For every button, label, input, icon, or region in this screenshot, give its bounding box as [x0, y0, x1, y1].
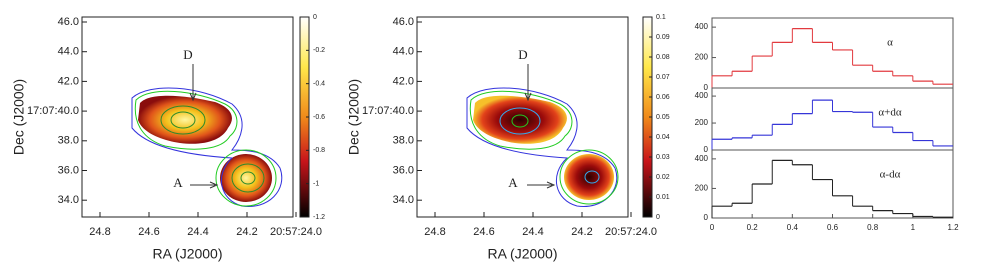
x-tick-label: 20:57:24.0 [605, 226, 657, 238]
map-emission [131, 64, 283, 207]
colorbar-tick-label: 0.08 [656, 54, 670, 61]
y-tick-label: 38.0 [393, 135, 414, 147]
y-tick-label: 0 [704, 145, 709, 154]
colorbar-tick-label: 0 [313, 14, 317, 21]
colorbar-tick-label: 0.03 [656, 154, 670, 161]
x-tick-label: 0.2 [747, 223, 759, 232]
colorbar-tick-label: -0.8 [313, 147, 325, 154]
x-tick-label: 24.2 [571, 226, 592, 238]
colorbar-tick-label: 0.02 [656, 174, 670, 181]
colorbar-tick-label: 0.01 [656, 194, 670, 201]
y-tick-label: 17:07:40.0 [362, 105, 414, 117]
colorbar-tick-label: 0 [656, 214, 660, 221]
annotation: A [508, 175, 518, 190]
colorbar-tick-label: 0.05 [656, 114, 670, 121]
y-tick-label: 42.0 [58, 75, 79, 87]
y-tick-label: 42.0 [393, 75, 414, 87]
y-tick-label: 200 [695, 118, 709, 127]
x-axis-label: RA (J2000) [152, 246, 222, 262]
colorbar-tick-label: -1 [313, 181, 319, 188]
x-tick-label: 24.4 [522, 226, 543, 238]
map-frame [416, 16, 629, 218]
y-tick-label: 34.0 [393, 194, 414, 206]
map-emission [466, 64, 619, 207]
x-tick-label: 0.6 [827, 223, 839, 232]
x-tick-label: 24.6 [138, 226, 159, 238]
x-tick-label: 24.8 [89, 226, 110, 238]
y-tick-label: 400 [695, 154, 709, 163]
x-tick-label: 0.8 [867, 223, 879, 232]
y-tick-label: 400 [695, 91, 709, 100]
x-tick-label: 20:57:24.0 [270, 226, 322, 238]
y-tick-label: 17:07:40.0 [27, 105, 79, 117]
y-tick-label: 44.0 [58, 46, 79, 58]
annotation: D [183, 47, 192, 62]
x-tick-label: 24.6 [473, 226, 494, 238]
x-tick-label: 0.4 [787, 223, 799, 232]
colorbar-tick-label: 0.09 [656, 34, 670, 41]
annotation: D [518, 47, 527, 62]
y-tick-label: 200 [695, 184, 709, 193]
colorbar-tick-label: -1.2 [313, 214, 325, 221]
colorbar-tick-label: -0.2 [313, 47, 325, 54]
colorbar-tick-label: -0.4 [313, 81, 325, 88]
x-tick-label: 1.2 [947, 223, 959, 232]
colorbar-tick-label: 0.07 [656, 74, 670, 81]
x-tick-label: 1 [911, 223, 916, 232]
y-tick-label: 38.0 [58, 135, 79, 147]
y-tick-label: 34.0 [58, 194, 79, 206]
panel-label: α+dα [878, 107, 901, 119]
panel-label: α [887, 37, 893, 49]
y-tick-label: 46.0 [393, 16, 414, 28]
y-axis-label: Dec (J2000) [11, 79, 27, 155]
y-tick-label: 0 [704, 213, 709, 222]
x-tick-label: 24.2 [236, 226, 257, 238]
y-tick-label: 36.0 [58, 164, 79, 176]
y-axis-label: Dec (J2000) [346, 79, 362, 155]
x-tick-label: 24.4 [187, 226, 208, 238]
colorbar-tick-label: -0.6 [313, 114, 325, 121]
panel-label: α-dα [880, 169, 901, 181]
colorbar-tick-label: 0.04 [656, 134, 670, 141]
annotation: A [173, 175, 183, 190]
y-tick-label: 36.0 [393, 164, 414, 176]
x-axis-label: RA (J2000) [487, 246, 557, 262]
panel-frame [711, 17, 954, 89]
colorbar-tick-label: 0.06 [656, 94, 670, 101]
y-tick-label: 400 [695, 22, 709, 31]
y-tick-label: 200 [695, 53, 709, 62]
x-tick-label: 0 [710, 223, 715, 232]
y-tick-label: 44.0 [393, 46, 414, 58]
x-tick-label: 24.8 [424, 226, 445, 238]
y-tick-label: 46.0 [58, 16, 79, 28]
map-frame [81, 16, 294, 218]
y-tick-label: 0 [704, 83, 709, 92]
colorbar-tick-label: 0.1 [656, 14, 666, 21]
